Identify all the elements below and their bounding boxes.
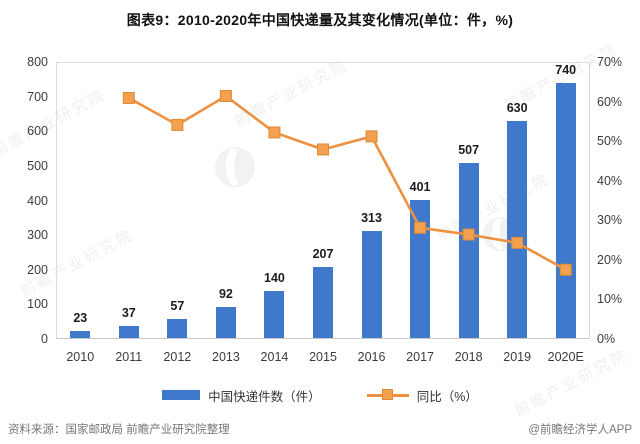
- volume-bar: [215, 307, 236, 338]
- volume-bar: [70, 331, 91, 338]
- bar-value-label: 23: [73, 311, 88, 326]
- x-axis-label: 2015: [309, 350, 337, 364]
- right-axis-tick-label: 30%: [597, 213, 623, 228]
- left-axis-tick-label: 100: [27, 297, 48, 312]
- right-axis-tick-label: 20%: [597, 252, 623, 267]
- volume-bar: [458, 163, 479, 338]
- bar-value-label: 207: [312, 247, 334, 262]
- left-axis-tick-label: 0: [41, 332, 48, 346]
- bar-series-swatch: [162, 390, 201, 400]
- bar-value-label: 57: [170, 299, 185, 314]
- bar-value-label: 140: [264, 270, 285, 285]
- volume-bar: [507, 120, 528, 338]
- left-axis-tick-label: 200: [27, 262, 48, 277]
- right-axis-tick-label: 70%: [597, 55, 623, 69]
- legend-item-line: 同比（%）: [366, 386, 478, 405]
- plot-area: [56, 62, 590, 339]
- left-axis-tick-label: 800: [27, 55, 48, 69]
- volume-bar: [410, 200, 431, 338]
- right-axis-tick-label: 60%: [597, 94, 623, 109]
- right-axis-tick-label: 0%: [597, 332, 616, 346]
- right-axis-tick-label: 50%: [597, 134, 623, 149]
- volume-bar: [361, 230, 382, 338]
- footer: 资料来源：国家邮政局 前瞻产业研究院整理 @前瞻经济学人APP: [0, 421, 640, 437]
- bar-value-label: 92: [218, 287, 233, 302]
- bar-value-label: 401: [409, 180, 431, 195]
- volume-bar: [264, 290, 285, 338]
- bar-value-label: 313: [361, 210, 382, 225]
- volume-bar: [118, 326, 139, 338]
- right-axis-tick-label: 10%: [597, 292, 623, 307]
- right-axis-tick-label: 40%: [597, 173, 623, 188]
- x-axis-label: 2010: [66, 350, 95, 364]
- left-axis-tick-label: 600: [27, 124, 48, 139]
- line-series-label: 同比（%）: [416, 389, 478, 404]
- line-series-swatch: [366, 389, 409, 401]
- x-axis-label: 2013: [212, 350, 240, 364]
- x-axis-label: 2014: [260, 350, 289, 364]
- bar-value-label: 740: [555, 62, 577, 77]
- square-marker-icon: [381, 389, 393, 400]
- left-axis-tick-label: 700: [27, 89, 48, 104]
- x-axis-label: 2012: [163, 350, 192, 364]
- volume-bar: [313, 267, 333, 338]
- x-axis-label: 2016: [357, 350, 386, 364]
- legend-item-bars: 中国快递件数（件）: [162, 386, 321, 405]
- left-axis-tick-label: 500: [27, 158, 48, 173]
- left-axis-tick-label: 300: [27, 228, 48, 243]
- x-axis-label: 2020E: [547, 350, 584, 364]
- source-note: 资料来源：国家邮政局 前瞻产业研究院整理: [8, 424, 230, 436]
- volume-bar: [555, 82, 576, 338]
- bar-value-label: 507: [458, 143, 480, 158]
- x-axis-label: 2018: [454, 350, 483, 364]
- credit-note: @前瞻经济学人APP: [528, 424, 632, 436]
- bar-value-label: 37: [121, 306, 136, 321]
- volume-bar: [167, 319, 188, 338]
- x-axis-label: 2011: [115, 350, 143, 364]
- x-axis-label: 2017: [406, 350, 434, 364]
- bar-value-label: 630: [506, 100, 528, 115]
- chart-title: 图表9：2010-2020年中国快递量及其变化情况(单位：件，%): [126, 12, 514, 28]
- x-axis-label: 2019: [503, 350, 532, 364]
- bar-series-label: 中国快递件数（件）: [208, 389, 321, 404]
- left-axis-tick-label: 400: [27, 193, 48, 208]
- legend: 中国快递件数（件） 同比（%）: [0, 384, 640, 406]
